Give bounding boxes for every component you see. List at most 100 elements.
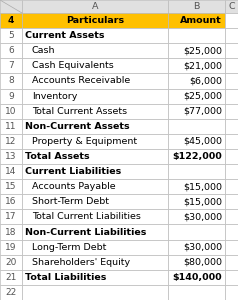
Text: 12: 12 [5,137,17,146]
Bar [225,149,238,164]
Bar [225,58,238,74]
Bar [225,270,238,285]
Bar [0,194,22,209]
Text: 22: 22 [5,288,17,297]
Text: Shareholders' Equity: Shareholders' Equity [32,258,130,267]
Text: $15,000: $15,000 [183,182,222,191]
Text: 9: 9 [8,92,14,100]
Bar [0,13,22,28]
Bar [0,149,22,164]
Bar [225,103,238,119]
Bar [0,209,22,224]
Bar [22,164,168,179]
Bar [0,240,22,255]
Bar [22,209,168,224]
Text: Short-Term Debt: Short-Term Debt [32,197,109,206]
Bar [0,285,22,300]
Bar [22,28,168,43]
Bar [168,240,225,255]
Bar [22,134,168,149]
Text: Inventory: Inventory [32,92,77,100]
Text: $80,000: $80,000 [183,258,222,267]
Bar [168,285,225,300]
Bar [0,0,22,13]
Bar [168,194,225,209]
Bar [22,119,168,134]
Bar [0,13,22,28]
Text: $25,000: $25,000 [183,92,222,100]
Bar [225,43,238,58]
Bar [225,285,238,300]
Text: 6: 6 [8,46,14,55]
Text: Accounts Receivable: Accounts Receivable [32,76,130,85]
Bar [0,255,22,270]
Text: 7: 7 [8,61,14,70]
Bar [225,88,238,104]
Text: 17: 17 [5,212,17,221]
Bar [0,224,22,240]
Text: 18: 18 [5,227,17,236]
Bar [0,179,22,194]
Bar [22,255,168,270]
Bar [168,179,225,194]
Text: $25,000: $25,000 [183,46,222,55]
Text: Cash: Cash [32,46,55,55]
Text: 15: 15 [5,182,17,191]
Text: 8: 8 [8,76,14,85]
Text: $6,000: $6,000 [189,76,222,85]
Bar [22,88,168,104]
Bar [225,224,238,240]
Bar [168,88,225,104]
Text: 13: 13 [5,152,17,161]
Text: 5: 5 [8,31,14,40]
Text: Particulars: Particulars [66,16,124,25]
Text: 14: 14 [5,167,17,176]
Bar [225,209,238,224]
Text: 21: 21 [5,273,17,282]
Bar [22,224,168,240]
Bar [22,270,168,285]
Text: Non-Current Assets: Non-Current Assets [25,122,130,131]
Text: Amount: Amount [180,16,222,25]
Text: 11: 11 [5,122,17,131]
Text: 10: 10 [5,107,17,116]
Bar [168,103,225,119]
Bar [0,119,22,134]
Text: Current Liabilities: Current Liabilities [25,167,121,176]
Bar [225,134,238,149]
Bar [22,194,168,209]
Bar [0,58,22,74]
Bar [22,74,168,88]
Text: $45,000: $45,000 [183,137,222,146]
Text: Current Assets: Current Assets [25,31,104,40]
Bar [0,103,22,119]
Bar [225,13,238,28]
Bar [225,179,238,194]
Bar [168,58,225,74]
Bar [225,74,238,88]
Text: $77,000: $77,000 [183,107,222,116]
Text: $140,000: $140,000 [172,273,222,282]
Bar [0,88,22,104]
Bar [168,43,225,58]
Bar [22,149,168,164]
Bar [168,0,225,13]
Bar [0,43,22,58]
Text: Long-Term Debt: Long-Term Debt [32,243,106,252]
Bar [168,149,225,164]
Bar [225,119,238,134]
Bar [168,255,225,270]
Text: A: A [92,2,98,11]
Text: Total Assets: Total Assets [25,152,90,161]
Bar [0,164,22,179]
Text: 20: 20 [5,258,17,267]
Bar [225,0,238,13]
Bar [225,194,238,209]
Text: 4: 4 [8,16,14,25]
Bar [168,119,225,134]
Text: B: B [193,2,200,11]
Bar [0,28,22,43]
Text: C: C [228,2,235,11]
Bar [168,164,225,179]
Bar [225,28,238,43]
